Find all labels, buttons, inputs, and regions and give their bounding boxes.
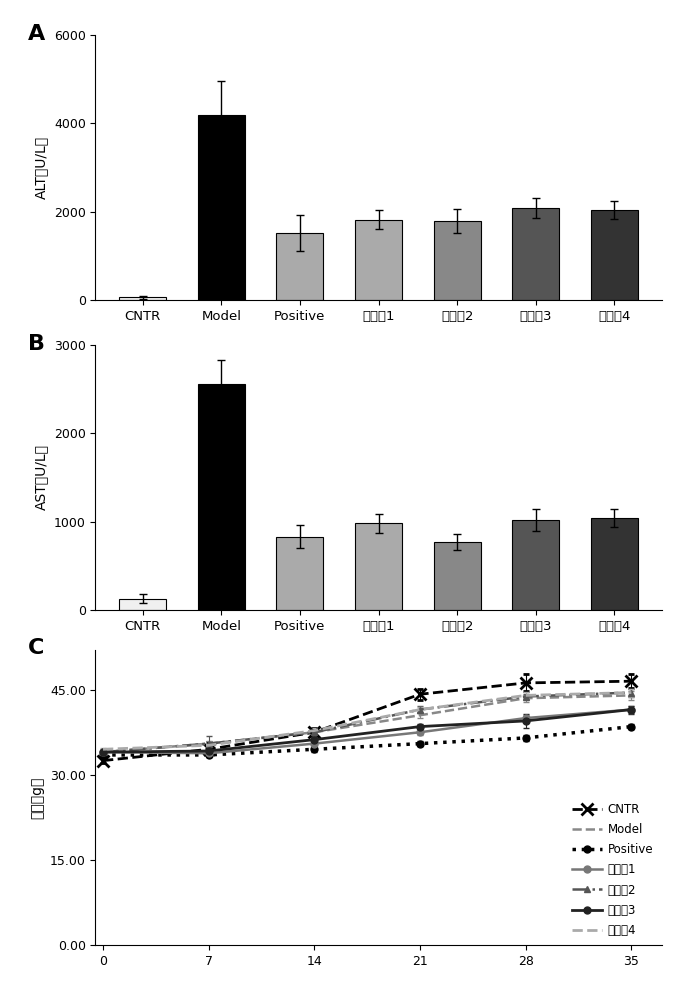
Bar [434, 542, 481, 610]
Legend: CNTR, Model, Positive, 实施她1, 实施她2, 实施她3, 实施她4: CNTR, Model, Positive, 实施她1, 实施她2, 实施她3,… [570, 801, 655, 939]
Text: A: A [27, 24, 45, 44]
Bar [276, 537, 323, 610]
Bar [119, 297, 166, 300]
Bar [434, 221, 481, 300]
Bar [512, 520, 559, 610]
Y-axis label: 体重（g）: 体重（g） [30, 776, 44, 819]
Bar [276, 233, 323, 300]
Bar [591, 518, 638, 610]
Bar [355, 523, 402, 610]
Y-axis label: ALT（U/L）: ALT（U/L） [34, 136, 48, 199]
Y-axis label: AST（U/L）: AST（U/L） [34, 444, 48, 510]
Bar [198, 114, 245, 300]
Bar [119, 599, 166, 610]
Bar [198, 384, 245, 610]
Bar [355, 220, 402, 300]
Bar [591, 210, 638, 300]
Text: C: C [27, 638, 44, 658]
Text: B: B [27, 334, 44, 354]
Bar [512, 208, 559, 300]
